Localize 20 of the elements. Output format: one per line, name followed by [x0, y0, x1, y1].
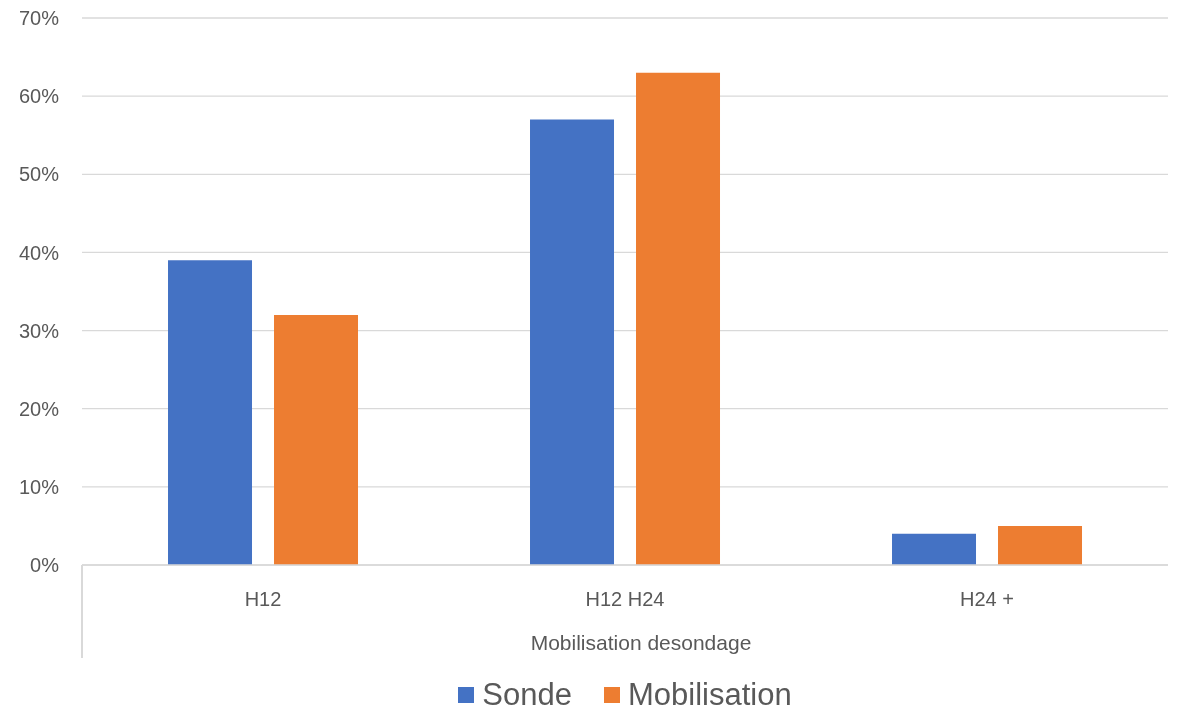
x-tick-label: H12: [244, 588, 282, 611]
bar: [998, 525, 1083, 565]
y-tick-label: 70%: [18, 7, 60, 30]
x-axis-title: Mobilisation desondage: [530, 631, 752, 654]
y-tick-label: 30%: [18, 319, 60, 342]
y-tick-label: 40%: [18, 241, 60, 264]
y-tick-label: 10%: [18, 475, 60, 498]
y-tick-label: 0%: [30, 554, 60, 577]
x-tick-label: H24 +: [960, 588, 1014, 611]
bar: [274, 314, 359, 565]
legend-label: Sonde: [482, 677, 572, 713]
x-tick-label: H12 H24: [585, 588, 665, 611]
y-tick-label: 50%: [18, 163, 60, 186]
bar: [168, 260, 253, 565]
bar: [892, 533, 977, 565]
y-tick-label: 60%: [18, 85, 60, 108]
bar: [636, 72, 721, 565]
bar: [530, 119, 615, 565]
legend-label: Mobilisation: [627, 677, 792, 713]
y-tick-label: 20%: [18, 397, 60, 420]
